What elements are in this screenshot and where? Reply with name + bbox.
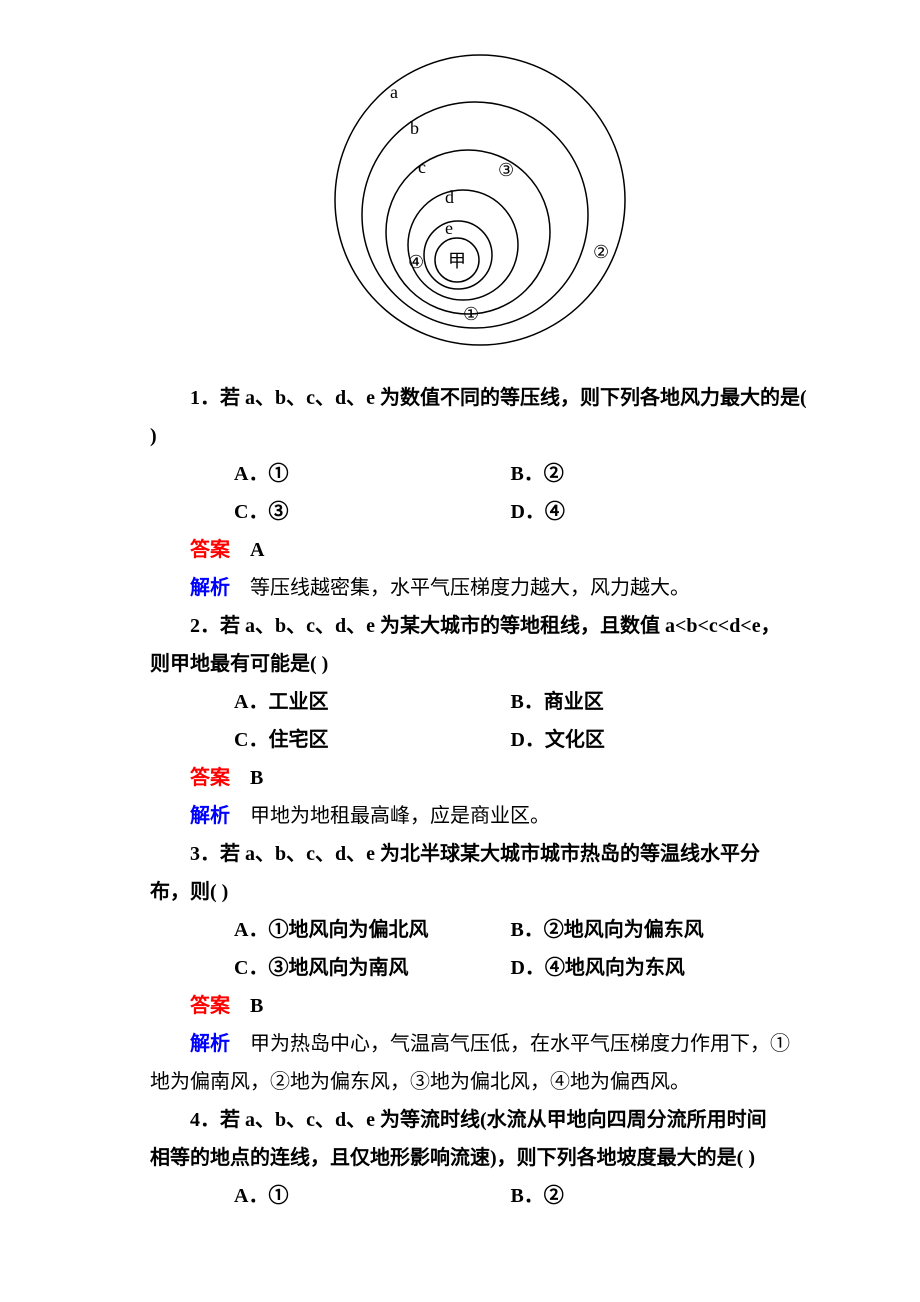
svg-text:③: ③ [498,160,514,180]
answer-label: 答案 [190,767,230,789]
svg-text:b: b [410,118,419,138]
q4-stem-l2: 相等的地点的连线，且仅地形影响流速)，则下列各地坡度最大的是( ) [150,1139,810,1177]
q1-opt-a: A．① [234,455,510,493]
q3-explain-l2: 地为偏南风，②地为偏东风，③地为偏北风，④地为偏西风。 [150,1063,810,1101]
q1-stem: 1．若 a、b、c、d、e 为数值不同的等压线，则下列各地风力最大的是( ) [150,379,810,455]
answer-value: B [250,995,263,1017]
explain-label: 解析 [190,805,230,827]
q4-options-row1: A．① B．② [150,1177,810,1215]
q3-opt-d: D．④地风向为东风 [510,949,810,987]
q4-opt-a: A．① [234,1177,510,1215]
q2-opt-b: B．商业区 [510,683,810,721]
q1-opt-c: C．③ [234,493,510,531]
q3-opt-c: C．③地风向为南风 [234,949,510,987]
q3-options-row2: C．③地风向为南风 D．④地风向为东风 [150,949,810,987]
q2-stem-l1: 2．若 a、b、c、d、e 为某大城市的等地租线，且数值 a<b<c<d<e， [150,607,810,645]
q2-options-row2: C．住宅区 D．文化区 [150,721,810,759]
q3-explain-l1: 解析 甲为热岛中心，气温高气压低，在水平气压梯度力作用下，① [150,1025,810,1063]
answer-label: 答案 [190,539,230,561]
svg-text:d: d [445,187,454,207]
answer-value: B [250,767,263,789]
q3-stem-l1: 3．若 a、b、c、d、e 为北半球某大城市城市热岛的等温线水平分 [150,835,810,873]
q1-answer: 答案 A [150,531,810,569]
svg-text:甲: 甲 [448,251,466,271]
q1-opt-d: D．④ [510,493,810,531]
svg-text:a: a [390,82,398,102]
answer-label: 答案 [190,995,230,1017]
q4-stem-l1: 4．若 a、b、c、d、e 为等流时线(水流从甲地向四周分流所用时间 [150,1101,810,1139]
q3-answer: 答案 B [150,987,810,1025]
q1-options-row2: C．③ D．④ [150,493,810,531]
q2-opt-c: C．住宅区 [234,721,510,759]
svg-text:c: c [418,157,426,177]
explain-text: 等压线越密集，水平气压梯度力越大，风力越大。 [250,577,690,599]
explain-text: 甲地为地租最高峰，应是商业区。 [250,805,550,827]
answer-value: A [250,539,264,561]
q3-options-row1: A．①地风向为偏北风 B．②地风向为偏东风 [150,911,810,949]
q2-options-row1: A．工业区 B．商业区 [150,683,810,721]
explain-text: 甲为热岛中心，气温高气压低，在水平气压梯度力作用下，① [250,1033,790,1055]
q1-explain: 解析 等压线越密集，水平气压梯度力越大，风力越大。 [150,569,810,607]
q4-opt-b: B．② [510,1177,810,1215]
q1-options-row1: A．① B．② [150,455,810,493]
svg-text:e: e [445,218,453,238]
q2-stem-l2: 则甲地最有可能是( ) [150,645,810,683]
explain-label: 解析 [190,577,230,599]
svg-text:②: ② [593,242,609,262]
q2-explain: 解析 甲地为地租最高峰，应是商业区。 [150,797,810,835]
q1-opt-b: B．② [510,455,810,493]
q3-opt-a: A．①地风向为偏北风 [234,911,510,949]
q3-stem-l2: 布，则( ) [150,873,810,911]
q3-opt-b: B．②地风向为偏东风 [510,911,810,949]
svg-text:④: ④ [408,252,424,272]
contour-diagram: abcde甲 ① ② ③ ④ [150,40,810,363]
q2-opt-d: D．文化区 [510,721,810,759]
svg-text:①: ① [463,304,479,324]
q2-answer: 答案 B [150,759,810,797]
explain-label: 解析 [190,1033,230,1055]
diagram-svg: abcde甲 ① ② ③ ④ [300,40,660,350]
q2-opt-a: A．工业区 [234,683,510,721]
